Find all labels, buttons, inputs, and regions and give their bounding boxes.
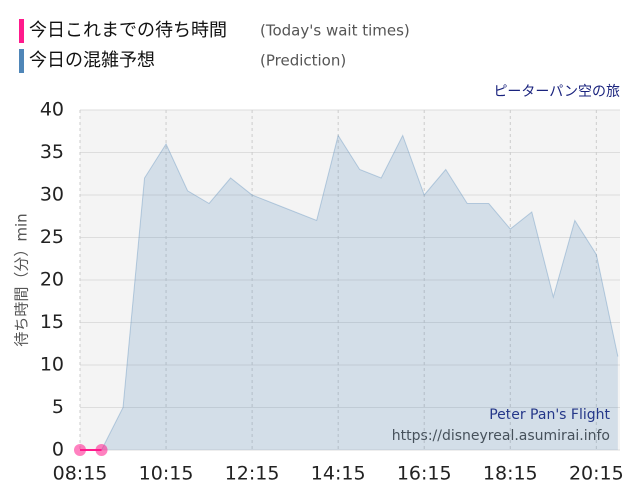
y-tick-label: 30 [40,184,64,206]
chart-subtitle: ピーターパン空の旅 [493,84,620,100]
annotation: https://disneyreal.asumirai.info [392,428,610,444]
x-tick-label: 16:15 [397,463,452,485]
today-point [95,444,108,456]
x-tick-label: 20:15 [569,463,624,485]
y-tick-label: 35 [40,141,64,163]
legend-label-en: (Today's wait times) [260,22,410,40]
prediction-line [101,134,619,451]
y-axis-label: 待ち時間（分）min [13,213,31,346]
x-tick-label: 08:15 [53,463,108,485]
annotation: Peter Pan's Flight [489,407,610,423]
x-tick-label: 14:15 [311,463,366,485]
x-tick-label: 18:15 [483,463,538,485]
y-tick-label: 0 [52,439,64,461]
x-tick-label: 12:15 [225,463,280,485]
y-tick-label: 20 [40,269,64,291]
y-tick-label: 25 [40,226,64,248]
legend-swatch [19,19,24,43]
prediction-area [101,135,618,450]
y-tick-label: 10 [40,354,64,376]
today-point [74,444,86,456]
x-tick-label: 10:15 [139,463,194,485]
y-tick-label: 15 [40,311,64,333]
legend-swatch [19,49,24,73]
y-tick-label: 5 [52,396,64,418]
y-tick-label: 40 [40,99,64,121]
legend-label: 今日これまでの待ち時間 [29,20,227,41]
legend-label-en: (Prediction) [260,52,346,70]
legend-label: 今日の混雑予想 [29,50,155,71]
